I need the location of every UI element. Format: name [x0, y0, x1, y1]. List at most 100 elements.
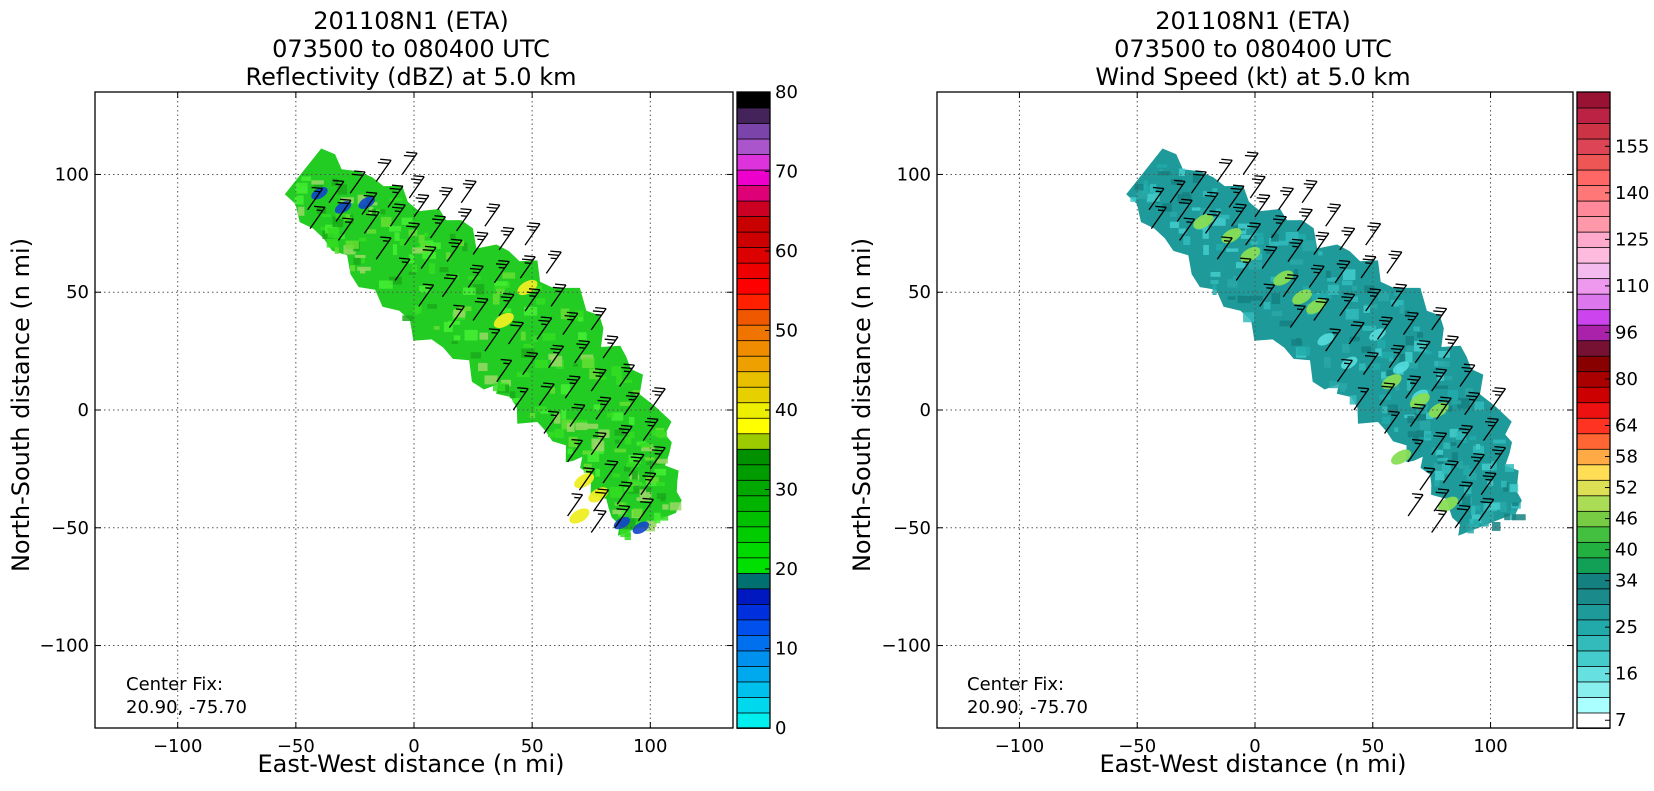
wind-barb: [512, 387, 529, 411]
reflectivity-colorbar-tick-label: 80: [775, 82, 798, 103]
wind-barb: [446, 238, 463, 262]
wind-barb: [394, 257, 411, 281]
wind-echo-cell: [1296, 338, 1301, 344]
reflectivity-colorbar-bin: [736, 231, 771, 249]
wind-echo-cell: [1438, 375, 1453, 381]
reflectivity-echo-cell: [614, 429, 625, 436]
wind-echo-cell: [1178, 228, 1186, 234]
wind-echo-cell: [1414, 340, 1426, 352]
wind-echo-cell: [1136, 189, 1148, 199]
wind-barb: [1457, 481, 1474, 505]
wind-echo-cell: [1438, 361, 1450, 367]
wind-low-echo-patch: [1392, 361, 1410, 374]
reflectivity-echo-cell: [520, 331, 526, 341]
wind-barb: [1254, 193, 1271, 218]
wind-colorbar-tick-label: 80: [1615, 369, 1638, 390]
reflectivity-colorbar-bin: [736, 184, 771, 202]
wind-barb: [1235, 257, 1252, 281]
wind-colorbar-tick-label: 25: [1615, 617, 1638, 638]
reflectivity-echo-cell: [392, 244, 398, 255]
wind-barb: [1313, 297, 1330, 321]
reflectivity-echo-cell: [540, 410, 550, 414]
wind-colorbar-bin: [1576, 650, 1611, 667]
wind-echo-cell: [1202, 228, 1209, 239]
wind-colorbar-tick-label: 16: [1615, 664, 1638, 685]
wind-barb: [430, 215, 446, 239]
wind-colorbar-bin: [1576, 91, 1611, 109]
wind-x-tick-label: 0: [1249, 736, 1260, 757]
wind-barb: [1313, 231, 1330, 255]
wind-echo-cell: [1161, 203, 1172, 212]
reflectivity-echo-cell: [536, 298, 546, 305]
wind-barb: [1362, 351, 1379, 376]
wind-barb: [1482, 417, 1499, 441]
reflectivity-echo-cell: [343, 245, 356, 255]
wind-barb: [1287, 238, 1304, 262]
reflectivity-colorbar-bin: [736, 525, 771, 543]
reflectivity-echo-cell: [492, 293, 500, 305]
wind-echo-cell: [1290, 259, 1304, 265]
reflectivity-echo-cell: [628, 481, 634, 492]
wind-barb: [387, 184, 404, 208]
wind-echo-cell: [1240, 235, 1254, 239]
reflectivity-colorbar-tick-label: 40: [775, 400, 798, 421]
wind-echo-cell: [1470, 505, 1476, 516]
wind-barb: [472, 297, 489, 321]
wind-barb: [1296, 208, 1313, 232]
wind-echo-cell: [1170, 211, 1177, 217]
wind-echo-cell: [1285, 232, 1299, 242]
wind-echo-cell: [1377, 339, 1386, 349]
reflectivity-echo-cell: [430, 242, 441, 249]
reflectivity-echo-cell: [399, 239, 407, 246]
wind-echo-cell: [1340, 386, 1346, 392]
wind-colorbar-bin: [1576, 293, 1611, 311]
wind-barb: [307, 186, 324, 211]
wind-barb: [437, 186, 454, 211]
wind-echo-cell: [1406, 345, 1419, 352]
reflectivity-echo-cell: [586, 423, 599, 429]
wind-echo-cell: [1253, 252, 1263, 261]
reflectivity-echo-cell: [575, 310, 584, 321]
wind-colorbar-bin: [1576, 681, 1611, 698]
wind-echo-cell: [1375, 348, 1382, 357]
wind-echo-cell: [1417, 332, 1424, 338]
wind-x-tick-label: 50: [1361, 736, 1384, 757]
wind-high-echo-patch: [1381, 374, 1402, 390]
reflectivity-echo-cell: [644, 457, 655, 461]
wind-echo-cell: [1235, 262, 1246, 269]
reflectivity-echo-cell: [535, 359, 549, 369]
wind-colorbar-bin: [1576, 153, 1611, 171]
wind-low-echo-patch: [1317, 333, 1334, 346]
wind-echo-cell: [1406, 380, 1412, 391]
wind-title-line-3: Wind Speed (kt) at 5.0 km: [1095, 63, 1410, 91]
wind-barb: [1365, 222, 1382, 246]
reflectivity-echo-cell: [451, 341, 458, 344]
wind-colorbar-bin: [1576, 603, 1611, 621]
reflectivity-colorbar-bin: [736, 355, 771, 373]
reflectivity-echo-cell: [656, 493, 667, 500]
reflectivity-colorbar-bin: [736, 153, 771, 171]
wind-echo-cell: [1182, 192, 1190, 196]
wind-barb: [328, 179, 345, 204]
wind-echo-cell: [1407, 431, 1419, 438]
wind-barb: [623, 391, 640, 416]
wind-echo-cell: [1371, 363, 1380, 370]
wind-barb: [456, 208, 472, 232]
reflectivity-colorbar-bin: [736, 386, 771, 404]
wind-echo-cell: [1441, 464, 1451, 475]
wind-echo-cell: [1407, 415, 1415, 423]
wind-echo-cell: [1257, 236, 1264, 245]
reflectivity-panel: 201108N1 (ETA) 073500 to 080400 UTC Refl…: [7, 7, 798, 778]
reflectivity-colorbar-bin: [736, 246, 771, 264]
wind-echo-cell: [1437, 457, 1449, 462]
wind-barb: [401, 151, 418, 175]
wind-echo-cell: [1361, 346, 1372, 353]
wind-echo-cell: [1455, 431, 1467, 440]
wind-echo-cell: [1413, 326, 1420, 332]
wind-echo-cell: [1179, 168, 1185, 176]
reflectivity-echo-cell: [529, 412, 536, 418]
reflectivity-echo-cell: [345, 240, 359, 249]
wind-echo-cell: [1143, 180, 1148, 190]
reflectivity-echo-cell: [620, 526, 631, 537]
wind-echo-cell: [1342, 269, 1356, 280]
